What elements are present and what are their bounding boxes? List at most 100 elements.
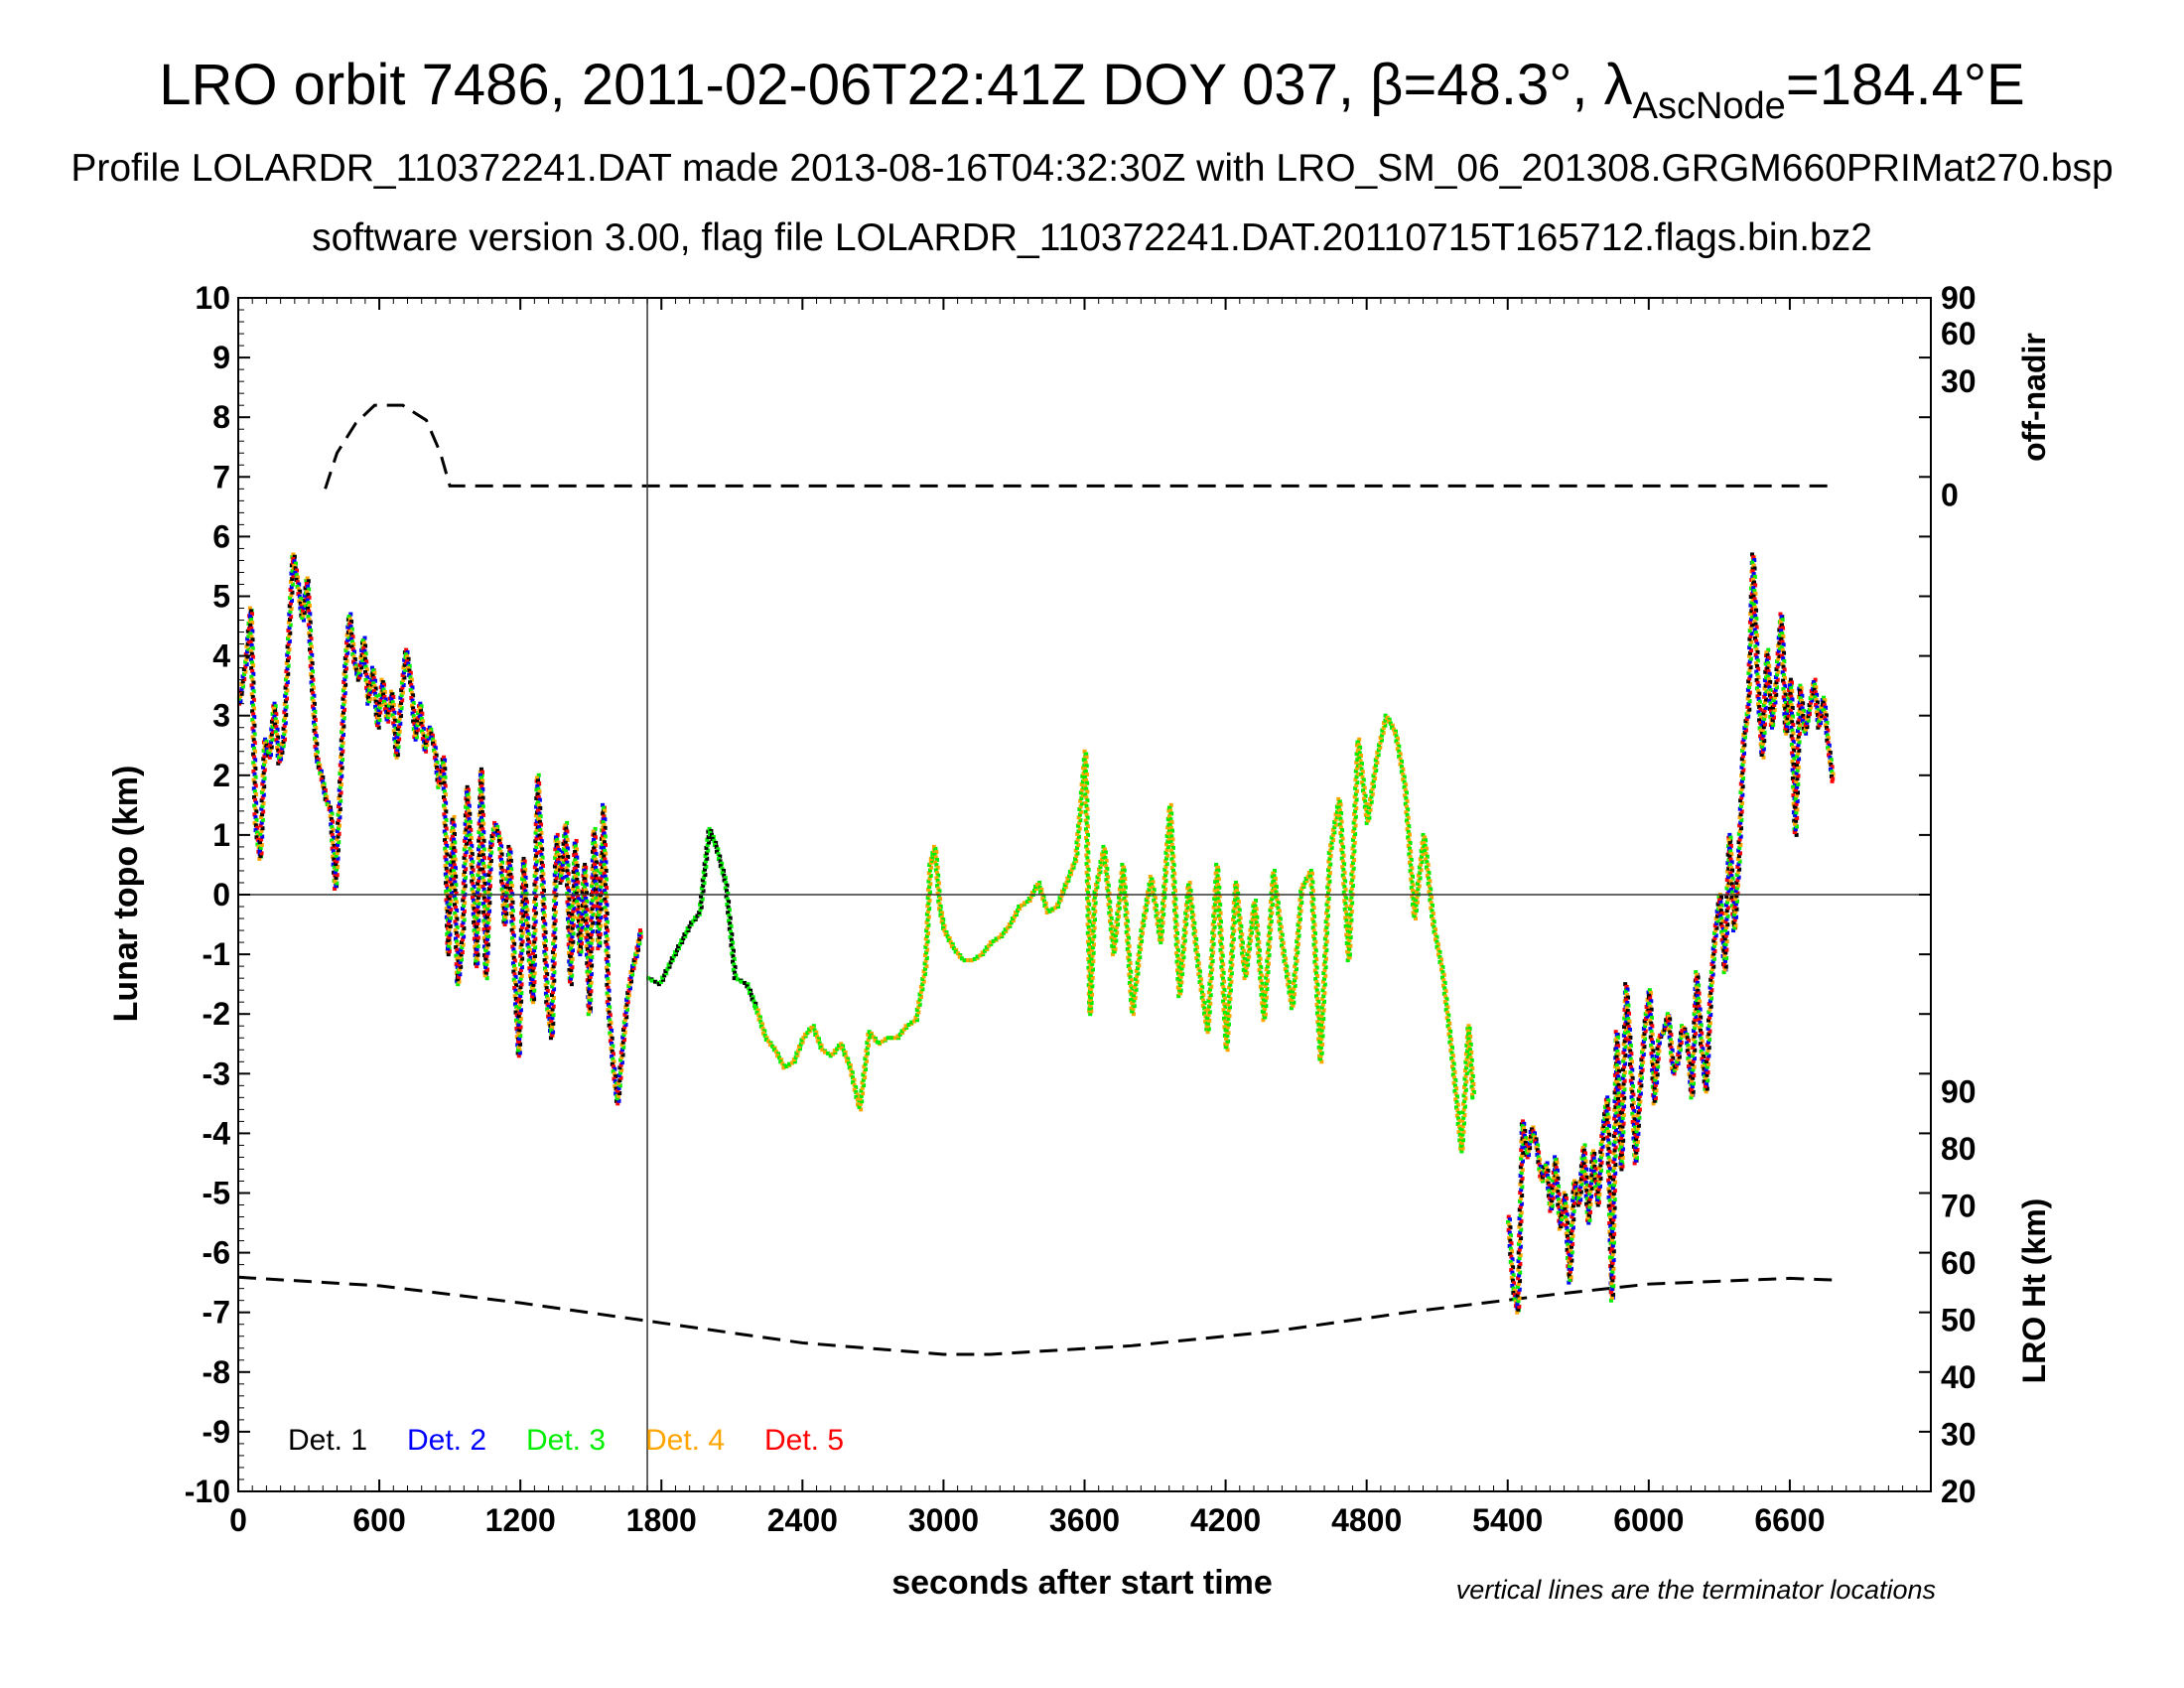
topo-point <box>1248 946 1253 951</box>
topo-point <box>1083 809 1088 814</box>
topo-point <box>1088 981 1093 986</box>
topo-point <box>365 683 370 688</box>
topo-point <box>1508 1233 1513 1238</box>
topo-point <box>575 900 580 905</box>
topo-point <box>1520 1136 1525 1141</box>
topo-point <box>897 1032 902 1037</box>
topo-point <box>250 709 255 714</box>
topo-point <box>455 939 460 944</box>
topo-point <box>1073 848 1078 853</box>
topo-point <box>451 820 456 825</box>
topo-point <box>1440 983 1445 988</box>
topo-point <box>835 1047 840 1052</box>
topo-point <box>464 818 469 823</box>
topo-point <box>545 972 550 977</box>
topo-point <box>935 878 940 883</box>
topo-point <box>1031 888 1036 893</box>
topo-point <box>1041 894 1046 899</box>
topo-point <box>496 834 501 839</box>
topo-point <box>343 648 348 653</box>
topo-point <box>1422 841 1427 846</box>
topo-point <box>1461 1115 1466 1120</box>
topo-point <box>314 734 319 739</box>
topo-point <box>287 647 292 652</box>
topo-point <box>523 897 528 902</box>
topo-point <box>604 909 609 914</box>
topo-point <box>1381 731 1386 736</box>
topo-point <box>534 868 539 873</box>
topo-point <box>1042 904 1047 909</box>
topo-point <box>1239 937 1244 942</box>
topo-point <box>486 917 491 922</box>
topo-point <box>606 945 611 950</box>
topo-point <box>1223 1045 1228 1050</box>
topo-point <box>1344 926 1349 931</box>
topo-point <box>411 719 416 724</box>
topo-point <box>489 838 494 843</box>
topo-point <box>547 1021 552 1026</box>
topo-point <box>456 969 461 974</box>
topo-point <box>1139 933 1144 938</box>
topo-point <box>478 827 482 832</box>
topo-point <box>1311 951 1316 956</box>
topo-point <box>1435 942 1440 947</box>
topo-point <box>339 746 343 751</box>
topo-point <box>1129 969 1134 974</box>
topo-point <box>1253 904 1258 909</box>
topo-point <box>811 1024 816 1029</box>
topo-point <box>1087 936 1092 941</box>
topo-point <box>1308 868 1313 873</box>
topo-point <box>687 924 692 929</box>
topo-point <box>728 921 733 926</box>
topo-point <box>1247 935 1252 940</box>
topo-point <box>1268 900 1273 905</box>
topo-point <box>1371 778 1376 783</box>
topo-point <box>1324 902 1329 907</box>
topo-point <box>249 683 254 688</box>
topo-point <box>528 981 533 986</box>
topo-point <box>444 849 449 854</box>
topo-point <box>277 755 282 760</box>
topo-point <box>1086 933 1091 938</box>
topo-point <box>722 868 727 873</box>
topo-point <box>923 936 928 941</box>
topo-point <box>512 958 517 963</box>
topo-point <box>1085 856 1090 861</box>
topo-point <box>565 900 570 905</box>
topo-point <box>249 612 254 617</box>
topo-point <box>603 922 608 927</box>
topo-point <box>1457 1119 1462 1124</box>
topo-point <box>1320 1034 1325 1039</box>
topo-point <box>1359 773 1364 777</box>
topo-point <box>455 947 460 952</box>
topo-point <box>398 700 403 705</box>
topo-point <box>791 1057 796 1062</box>
topo-point <box>1405 812 1410 817</box>
topo-point <box>532 865 537 870</box>
topo-point <box>627 977 632 982</box>
topo-point <box>1178 974 1183 979</box>
topo-point <box>1267 938 1272 943</box>
topo-point <box>349 620 354 625</box>
topo-point <box>1370 786 1375 791</box>
topo-point <box>336 848 341 853</box>
topo-point <box>1409 872 1414 877</box>
topo-point <box>1313 939 1318 944</box>
topo-point <box>1407 838 1412 843</box>
topo-point <box>595 907 600 912</box>
topo-point <box>1084 853 1089 858</box>
topo-point <box>480 867 485 872</box>
topo-point <box>906 1023 911 1028</box>
topo-point <box>1542 1169 1547 1174</box>
topo-point <box>541 894 546 899</box>
topo-point <box>1347 914 1352 919</box>
topo-point <box>798 1047 803 1052</box>
topo-point <box>1169 857 1174 862</box>
topo-point <box>602 863 607 868</box>
topo-point <box>1395 747 1400 752</box>
topo-point <box>443 792 448 797</box>
topo-point <box>439 780 444 785</box>
topo-point <box>1233 898 1238 903</box>
topo-point <box>1123 905 1128 910</box>
topo-point <box>249 618 254 623</box>
